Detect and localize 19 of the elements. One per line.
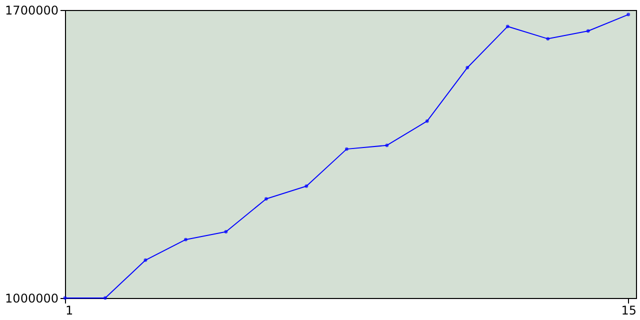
point xyxy=(586,29,590,33)
point xyxy=(304,184,308,188)
point xyxy=(184,238,188,242)
point xyxy=(264,197,268,201)
point xyxy=(506,24,510,28)
x-tick-label: 1 xyxy=(66,304,74,318)
x-tick-label: 15 xyxy=(621,304,636,318)
point xyxy=(626,12,630,16)
y-tick-label: 1000000 xyxy=(5,292,58,306)
point xyxy=(344,147,348,151)
point xyxy=(63,296,67,300)
point xyxy=(546,37,550,41)
point xyxy=(104,296,107,300)
point xyxy=(466,66,470,70)
point xyxy=(385,144,389,148)
point xyxy=(144,258,148,262)
point xyxy=(224,230,228,234)
y-tick-label: 1700000 xyxy=(5,4,58,18)
point xyxy=(425,119,429,123)
